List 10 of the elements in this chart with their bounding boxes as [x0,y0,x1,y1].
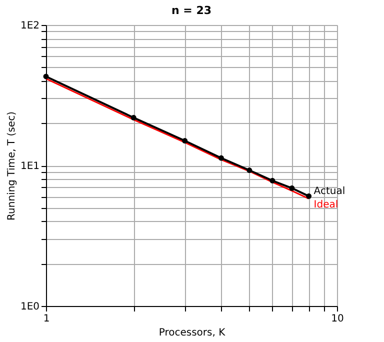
series-label: Ideal [314,200,338,211]
y-tick-label: 1E0 [20,302,40,312]
x-axis-title: Processors, K [158,328,226,338]
y-axis-title: Running Time, T (sec) [6,111,18,220]
x-tick-label: 10 [331,314,344,324]
series-label: Actual [314,186,346,198]
y-tick-label: 1E2 [20,20,40,32]
x-tick-label: 1 [43,314,50,324]
y-tick-label: 1E1 [20,161,40,172]
chart-title: n = 23 [171,4,212,17]
